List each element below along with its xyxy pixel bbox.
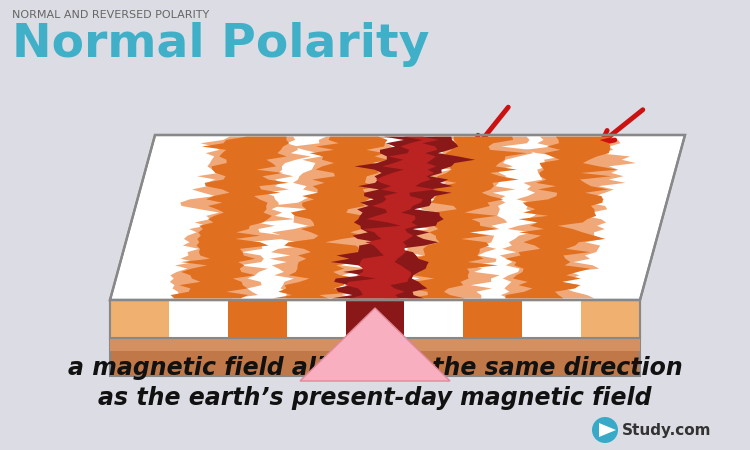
Polygon shape (408, 137, 527, 298)
Bar (110, 300, 640, 338)
Polygon shape (382, 137, 533, 298)
Bar (522, 300, 581, 338)
Bar (110, 338, 640, 351)
Polygon shape (268, 137, 404, 298)
Polygon shape (170, 137, 290, 298)
Bar (110, 300, 640, 338)
Bar (228, 300, 286, 338)
Polygon shape (170, 137, 310, 298)
Text: Study.com: Study.com (622, 423, 712, 437)
Circle shape (592, 417, 618, 443)
Bar (110, 300, 169, 338)
Polygon shape (331, 137, 476, 298)
Bar (464, 300, 522, 338)
Bar (404, 300, 464, 338)
Bar (581, 300, 640, 338)
Text: as the earth’s present-day magnetic field: as the earth’s present-day magnetic fiel… (98, 386, 652, 410)
Polygon shape (300, 308, 450, 381)
Bar (286, 300, 346, 338)
Polygon shape (273, 137, 389, 298)
Text: NORMAL AND REVERSED POLARITY: NORMAL AND REVERSED POLARITY (12, 10, 209, 20)
Polygon shape (599, 423, 616, 437)
Polygon shape (345, 137, 439, 298)
Text: Normal Polarity: Normal Polarity (12, 22, 429, 67)
Bar (169, 300, 228, 338)
Polygon shape (110, 135, 685, 300)
Polygon shape (500, 137, 636, 298)
Text: a magnetic field aligned in the same direction: a magnetic field aligned in the same dir… (68, 356, 682, 380)
Bar (346, 300, 404, 338)
Polygon shape (505, 137, 617, 298)
Bar (110, 338, 640, 376)
